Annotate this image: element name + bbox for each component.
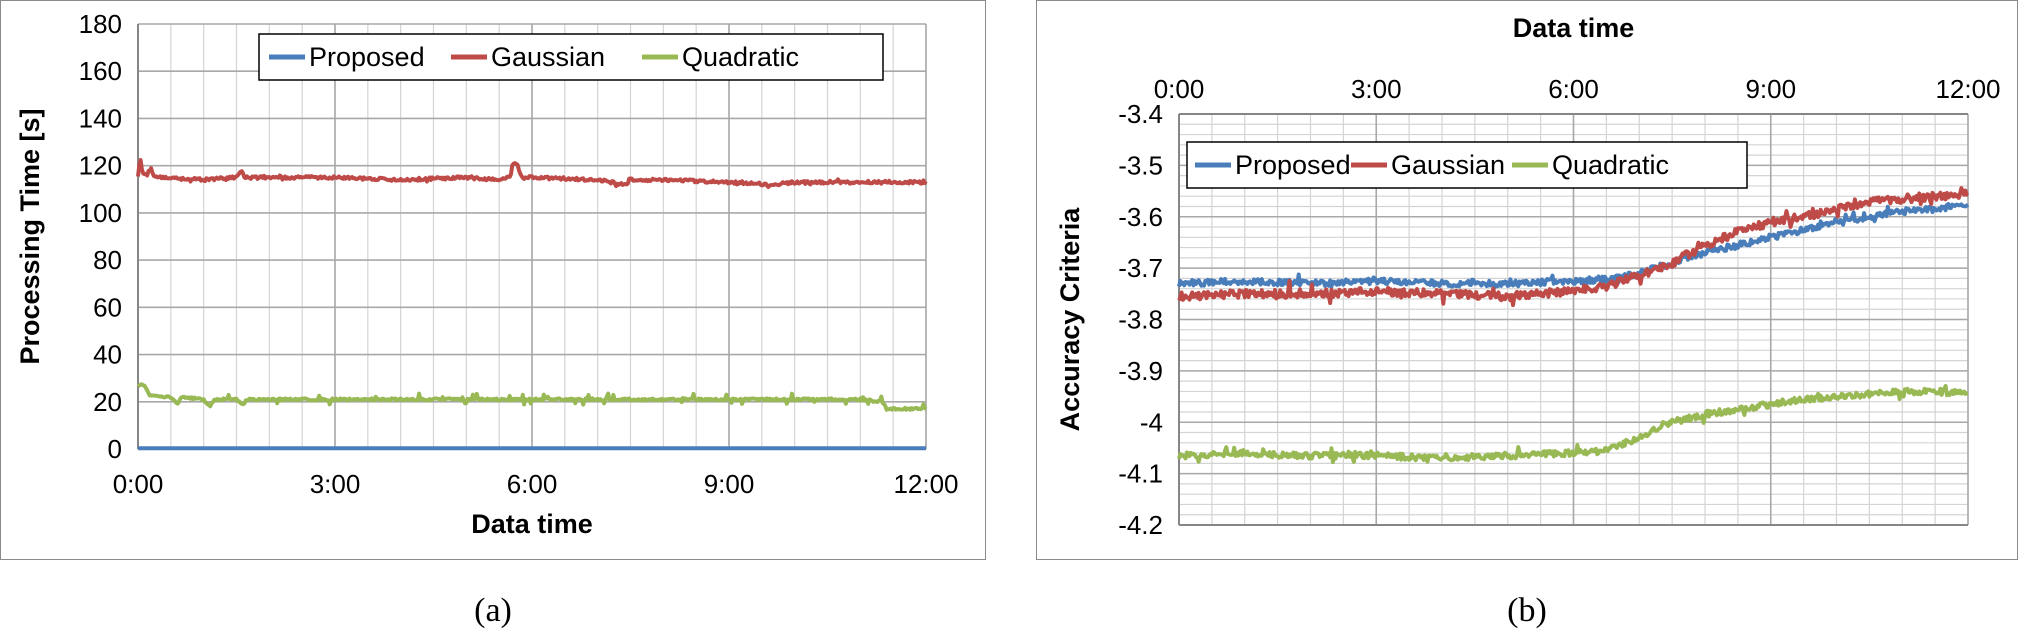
y-tick-label: 140 (79, 103, 122, 133)
x-tick-label: 9:00 (1745, 74, 1796, 104)
y-tick-label: -3.7 (1118, 253, 1163, 283)
legend-box (258, 33, 884, 81)
legend-label-gaussian: Gaussian (491, 42, 605, 72)
accuracy-criteria-chart: -4.2 -4.1 -4 -3.9 -3.8 -3.7 -3.6 -3.5 -3.40:00 3:… (1055, 13, 2001, 540)
series-line-quadratic (1177, 383, 1969, 465)
y-tick-label: -4.1 (1118, 459, 1163, 489)
series-line-gaussian (136, 158, 928, 189)
y-tick-label: 60 (93, 292, 122, 322)
x-tick-label: 3:00 (310, 469, 361, 499)
y-tick-label: -3.5 (1118, 150, 1163, 180)
panel-label-a: (a) (474, 592, 512, 629)
y-tick-label: 180 (79, 9, 122, 39)
processing-time-chart: 0 20 40 60 80 100 120 140 160 180 0:00 3:00 6:00 9:00… (15, 9, 959, 539)
y-tick-label: 20 (93, 387, 122, 417)
y-tick-label: 100 (79, 198, 122, 228)
legend-box (1186, 141, 1748, 189)
y-tick-label: -3.9 (1118, 356, 1163, 386)
x-tick-label: 6:00 (507, 469, 558, 499)
series-line-gaussian (1177, 186, 1969, 308)
panel-label-b: (b) (1507, 592, 1547, 629)
y-tick-label: 40 (93, 340, 122, 370)
x-tick-label: 12:00 (1935, 74, 2000, 104)
y-tick-label: -4.2 (1118, 510, 1163, 540)
x-tick-label: 3:00 (1351, 74, 1402, 104)
y-tick-label: 120 (79, 151, 122, 181)
y-tick-label: -4 (1140, 407, 1163, 437)
x-tick-label: 9:00 (704, 469, 755, 499)
legend-label-quadratic: Quadratic (682, 42, 799, 72)
y-tick-label: -3.4 (1118, 99, 1163, 129)
legend: Proposed Gaussian Quadratic (258, 33, 884, 81)
y-axis-title: Accuracy Criteria (1055, 207, 1085, 432)
x-tick-label: 0:00 (1154, 74, 1205, 104)
chart-panel-b: -4.2 -4.1 -4 -3.9 -3.8 -3.7 -3.6 -3.5 -3.4 0:00 3:… (1036, 0, 2018, 560)
chart-panel-a: 0 20 40 60 80 100 120 140 160 180 0:00 3:00 6:00 9:00… (0, 0, 986, 560)
legend-label-proposed: Proposed (1235, 150, 1351, 180)
y-axis-title: Processing Time [s] (15, 108, 45, 364)
x-axis-title: Data time (1513, 13, 1635, 43)
y-tick-label: -3.8 (1118, 305, 1163, 335)
series-line-proposed (1177, 202, 1970, 290)
series-line-quadratic (136, 382, 928, 412)
legend: Proposed Gaussian Quadratic (1186, 141, 1748, 189)
y-tick-label: 160 (79, 56, 122, 86)
legend-label-proposed: Proposed (309, 42, 425, 72)
y-tick-label: -3.6 (1118, 202, 1163, 232)
y-tick-label: 80 (93, 245, 122, 275)
legend-label-quadratic: Quadratic (1552, 150, 1669, 180)
x-tick-label: 6:00 (1548, 74, 1599, 104)
x-axis-title: Data time (471, 509, 593, 539)
x-tick-label: 12:00 (893, 469, 958, 499)
y-tick-label: 0 (108, 434, 122, 464)
legend-label-gaussian: Gaussian (1391, 150, 1505, 180)
x-tick-label: 0:00 (113, 469, 164, 499)
